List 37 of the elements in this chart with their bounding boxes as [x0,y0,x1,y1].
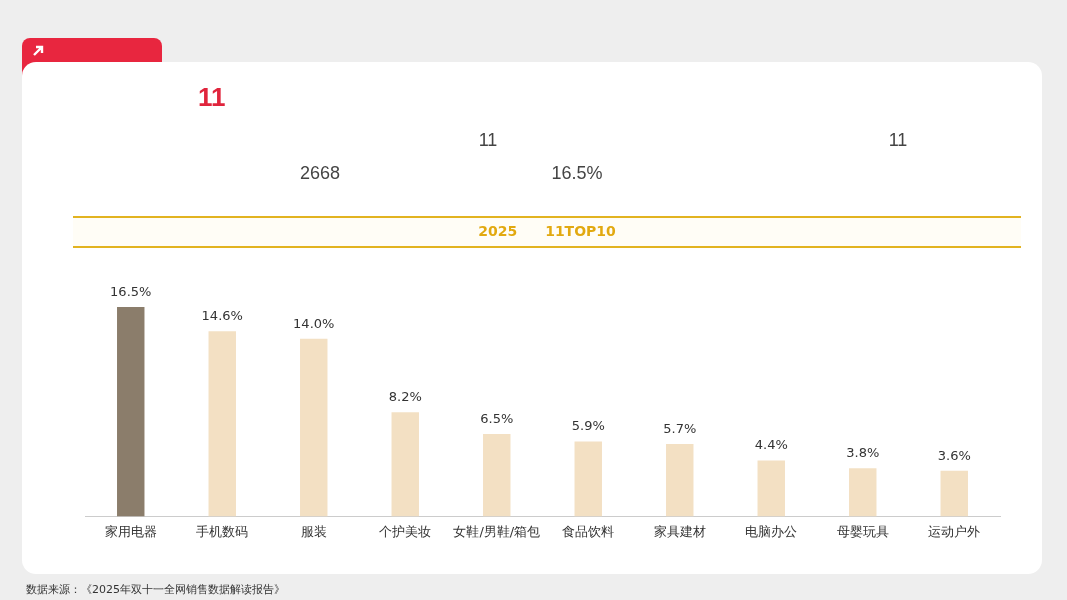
data-label: 14.0% [293,315,335,331]
bar [391,412,419,517]
data-label: 3.6% [937,447,971,463]
data-label: 6.5% [480,410,514,426]
text: 11 [888,130,908,151]
data-label: 3.8% [846,445,880,461]
data-label: 16.5% [110,283,152,299]
bar [300,338,328,517]
bar [849,468,877,517]
text: 11 [198,82,226,113]
bar [117,307,145,517]
x-tick-label: 运动户外 [928,523,981,539]
text: 16.5% [551,163,603,184]
x-tick-label: 手机数码 [196,523,249,539]
x-tick-label: 家用电器 [104,523,157,539]
data-label: 8.2% [388,389,422,405]
bar [574,441,602,517]
data-label: 4.4% [754,437,788,453]
x-tick-label: 女鞋/男鞋/箱包 [453,523,541,539]
bar [666,444,694,517]
source-note: 数据来源：《2025年双十一全网销售数据解读报告》 [26,582,285,597]
bar [483,433,511,517]
chart-subtitle: 2025 11TOP10 [477,223,617,241]
x-tick-label: 个护美妆 [379,523,432,539]
x-tick-label: 电脑办公 [745,523,798,539]
bar [757,460,785,517]
chart-title: 11 [478,130,498,151]
x-tick-label: 家具建材 [653,523,706,539]
x-tick-label: 服装 [300,523,327,539]
bar [208,331,236,517]
data-label: 14.6% [201,308,243,324]
x-tick-label: 食品饮料 [562,523,615,539]
text: 2668 [299,163,341,184]
bar [940,470,968,517]
data-label: 5.9% [571,418,605,434]
data-label: 5.7% [663,420,697,436]
x-tick-label: 母婴玩具 [836,523,889,539]
